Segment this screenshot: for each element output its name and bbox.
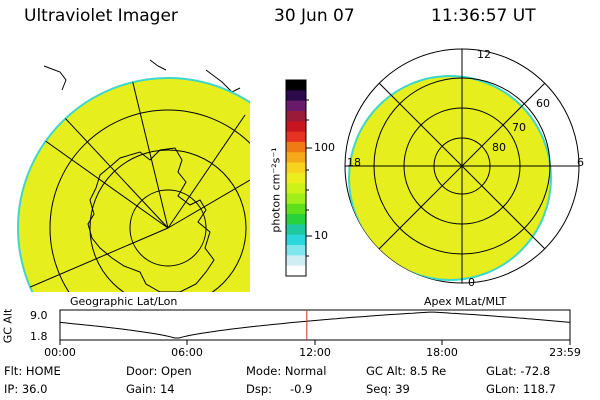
flight-status: Flt: HOME (4, 364, 61, 378)
timeline-frame (59, 309, 571, 341)
mlt-label-6: 6 (577, 156, 584, 169)
colorbar-band (286, 121, 306, 133)
ip-value: IP: 36.0 (4, 382, 48, 396)
geo-longitude: GLon: 118.7 (486, 382, 556, 396)
colorbar-tick-100: 100 (314, 141, 335, 154)
altitude-curve (59, 311, 571, 339)
image-date: 30 Jun 07 (274, 6, 355, 26)
antarctica-coastline (87, 147, 215, 292)
colorbar-band (286, 214, 306, 225)
colorbar-band (286, 110, 306, 122)
colorbar-band (286, 100, 306, 112)
timeline-xtick: 23:59 (549, 346, 581, 359)
coastline-outer (43, 59, 241, 105)
colorbar-band (286, 131, 306, 143)
right-map-label: Apex MLat/MLT (424, 295, 507, 308)
dsp-label: Dsp: (246, 382, 273, 396)
mlt-label-12: 12 (477, 48, 491, 61)
colorbar-tick-10: 10 (314, 229, 328, 242)
timeline-xtick: 00:00 (44, 346, 76, 359)
colorbar-band (286, 172, 306, 184)
timeline-xtick: 12:00 (299, 346, 331, 359)
timeline-ytick-top: 9.0 (30, 309, 48, 322)
colorbar-band (286, 183, 306, 194)
timeline-xtick: 06:00 (171, 346, 203, 359)
mlt-label-0: 0 (468, 276, 475, 289)
geo-latitude: GLat: -72.8 (486, 364, 551, 378)
aurora-disk-left (17, 77, 250, 292)
colorbar-band (286, 203, 306, 215)
colorbar-band (286, 162, 306, 174)
sequence-number: Seq: 39 (366, 382, 410, 396)
timeline-xtick: 18:00 (426, 346, 458, 359)
door-status: Door: Open (126, 364, 192, 378)
mlt-label-18: 18 (347, 156, 361, 169)
colorbar-band (286, 265, 306, 277)
colorbar-band (286, 90, 306, 102)
timeline-ylabel: GC Alt (1, 308, 15, 344)
instrument-title: Ultraviolet Imager (24, 6, 178, 26)
colorbar-band (286, 234, 306, 246)
gain-value: Gain: 14 (126, 382, 175, 396)
left-map-label: Geographic Lat/Lon (70, 295, 178, 308)
mlat-label-80: 80 (492, 141, 506, 154)
colorbar-band (286, 245, 306, 256)
colorbar-band (286, 152, 306, 164)
mlat-label-60: 60 (536, 97, 550, 110)
gc-altitude: GC Alt: 8.5 Re (366, 364, 447, 378)
colorbar-band (286, 224, 306, 236)
dsp-value: -0.9 (290, 382, 313, 396)
colorbar-band (286, 255, 306, 267)
mlat-label-70: 70 (512, 121, 526, 134)
colorbar-band (286, 141, 306, 153)
colorbar-band (286, 193, 306, 205)
colorbar-gradient (286, 80, 306, 277)
colorbar-band (286, 80, 306, 91)
timeline-ytick-bottom: 1.8 (30, 330, 48, 343)
image-time: 11:36:57 UT (431, 6, 536, 26)
mode-status: Mode: Normal (246, 364, 327, 378)
